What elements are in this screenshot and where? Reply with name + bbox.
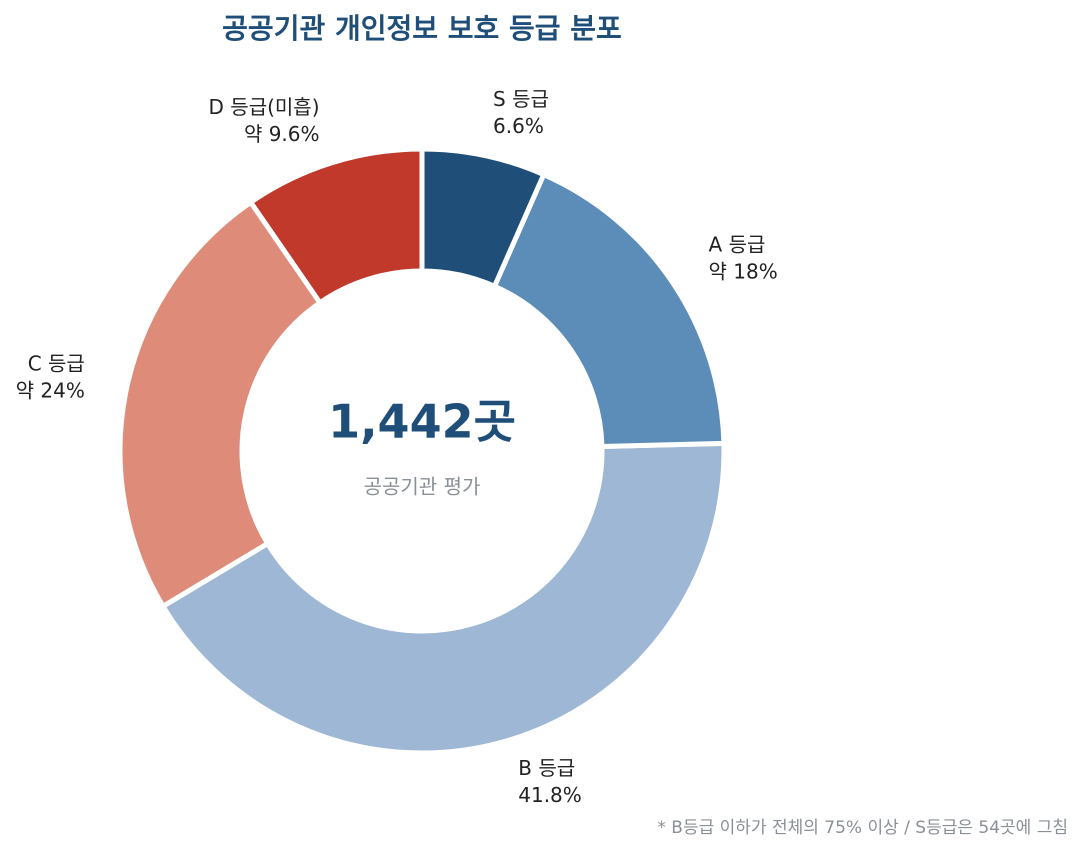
slice-label: B 등급	[518, 756, 575, 780]
slice-label: C 등급	[28, 351, 85, 375]
donut-slice	[117, 198, 324, 610]
slice-value-label: 6.6%	[493, 114, 544, 138]
slice-value-label: 41.8%	[518, 783, 582, 807]
chart-title: 공공기관 개인정보 보호 등급 분포	[222, 12, 622, 45]
slice-label: A 등급	[709, 232, 766, 256]
donut-slice	[159, 440, 727, 756]
donut-slice	[419, 146, 547, 290]
slice-value-label: 약 18%	[709, 259, 778, 283]
slice-label: D 등급(미흡)	[209, 95, 320, 119]
slice-value-label: 약 9.6%	[244, 122, 320, 146]
center-sublabel: 공공기관 평가	[364, 475, 481, 499]
donut-slice	[491, 171, 727, 450]
slice-label: S 등급	[493, 87, 549, 111]
slice-value-label: 약 24%	[16, 378, 85, 402]
footnote: * B등급 이하가 전체의 75% 이상 / S등급은 54곳에 그침	[657, 818, 1068, 838]
center-label: 1,442곳	[328, 395, 516, 449]
